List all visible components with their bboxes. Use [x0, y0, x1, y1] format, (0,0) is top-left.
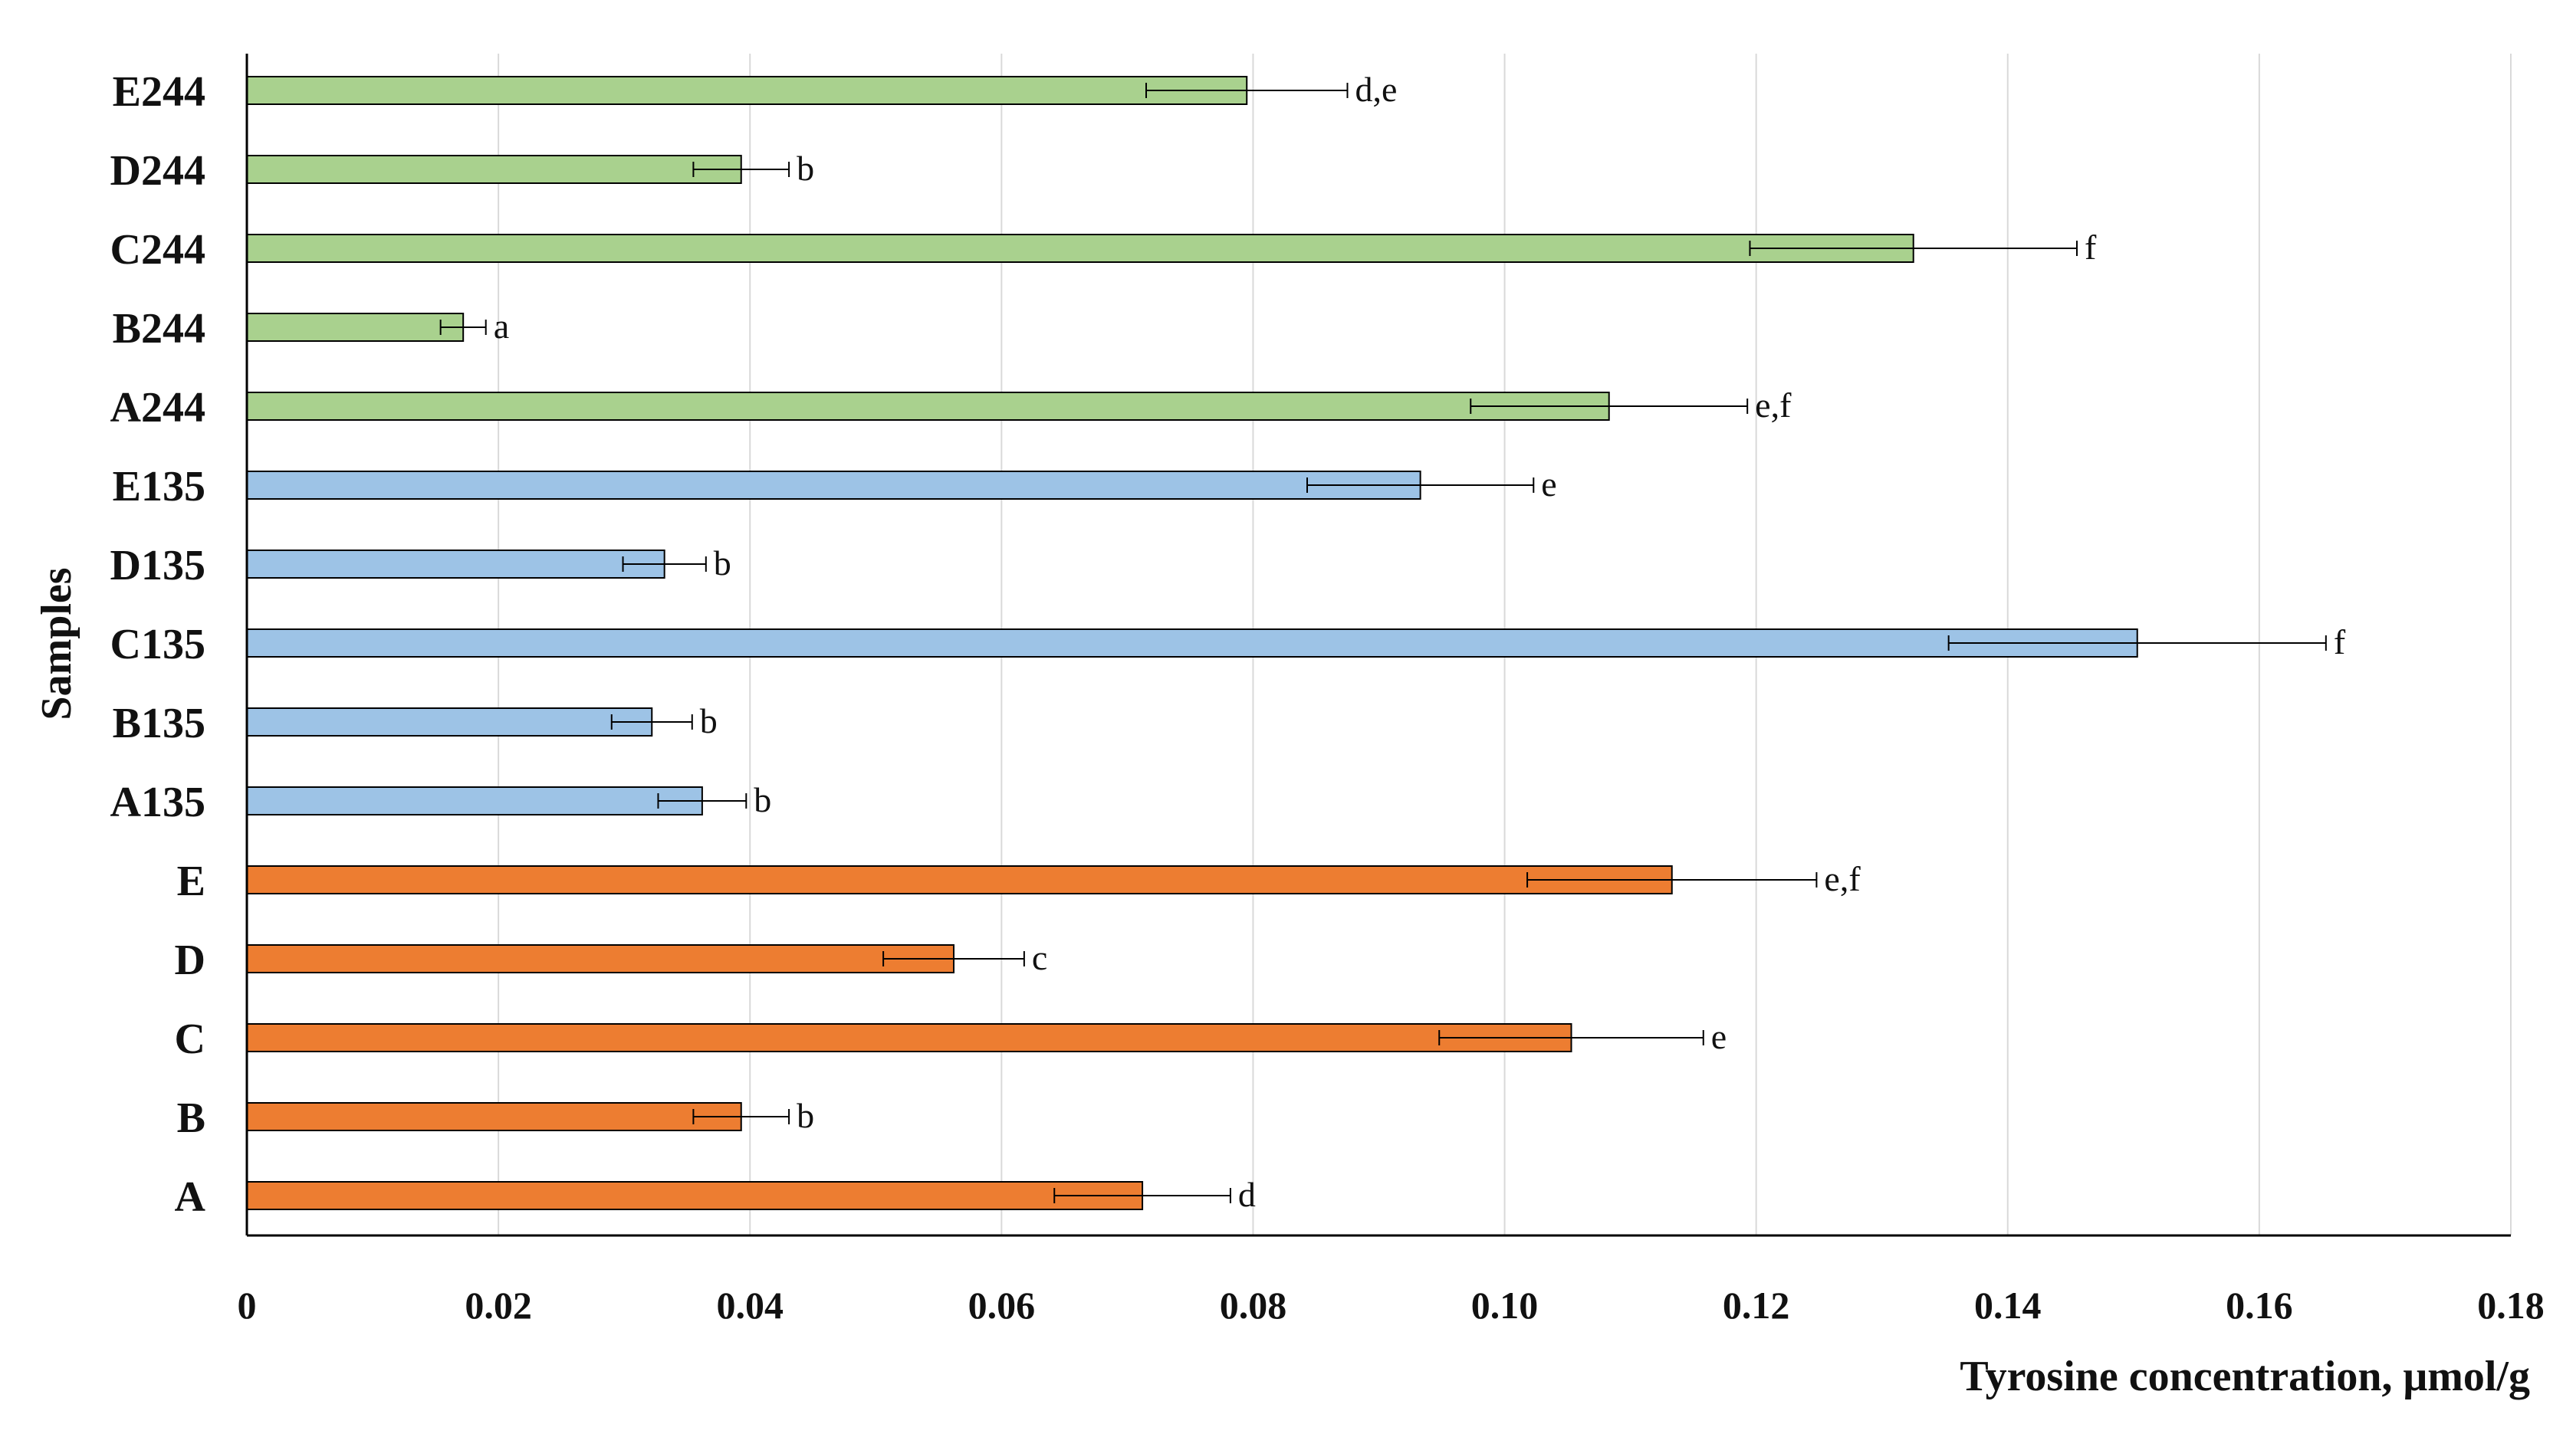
y-axis-title: Samples — [33, 567, 80, 720]
significance-label-B: b — [797, 1096, 814, 1135]
category-label-C244: C244 — [110, 226, 205, 274]
x-tick-label: 0.04 — [716, 1284, 784, 1327]
significance-label-D244: b — [797, 149, 814, 188]
bars — [246, 76, 2138, 1210]
axes — [245, 54, 2511, 1237]
x-tick-label: 0.18 — [2477, 1284, 2545, 1327]
x-axis-title: Tyrosine concentration, μmol/g — [1960, 1353, 2530, 1400]
category-label-D135: D135 — [110, 542, 205, 589]
category-label-B: B — [177, 1094, 205, 1142]
bar-B244 — [246, 313, 465, 342]
bar-C244 — [246, 234, 1914, 263]
x-tick-label: 0.08 — [1220, 1284, 1287, 1327]
x-tick-label: 0.12 — [1723, 1284, 1790, 1327]
bar-B135 — [246, 707, 653, 737]
significance-label-D: c — [1032, 938, 1047, 977]
bar-E — [246, 865, 1673, 894]
category-label-A135: A135 — [110, 779, 205, 826]
bar-D244 — [246, 155, 742, 184]
bar-C135 — [246, 628, 2138, 658]
error-bars — [439, 83, 2327, 1203]
bar-B — [246, 1102, 742, 1131]
category-label-E244: E244 — [113, 68, 205, 116]
significance-label-C244: f — [2085, 228, 2097, 267]
bar-E244 — [246, 76, 1248, 105]
labels: 0 0.02 0.04 0.06 0.08 0.10 0.12 0.14 0.16 0.18 d,e… — [110, 68, 2545, 1327]
bar-D135 — [246, 550, 665, 579]
bar-A — [246, 1181, 1144, 1210]
x-tick-label: 0 — [238, 1284, 257, 1327]
category-label-B135: B135 — [113, 700, 205, 747]
significance-label-D135: b — [714, 543, 731, 582]
category-label-D: D — [175, 937, 205, 984]
x-tick-label: 0.02 — [465, 1284, 532, 1327]
bar-D — [246, 944, 955, 973]
x-tick-label: 0.14 — [1974, 1284, 2042, 1327]
significance-label-A244: e,f — [1755, 386, 1792, 425]
x-tick-label: 0.16 — [2226, 1284, 2293, 1327]
significance-label-A: d — [1238, 1175, 1256, 1214]
bar-A135 — [246, 786, 703, 815]
significance-label-A135: b — [754, 780, 771, 819]
category-label-C135: C135 — [110, 621, 205, 668]
significance-label-B135: b — [700, 701, 718, 740]
category-label-E: E — [177, 858, 205, 905]
category-label-D244: D244 — [110, 147, 205, 195]
x-tick-label: 0.10 — [1471, 1284, 1539, 1327]
bar-C — [246, 1023, 1572, 1052]
x-tick-label: 0.06 — [968, 1284, 1036, 1327]
category-label-A: A — [175, 1173, 206, 1221]
category-label-E135: E135 — [113, 463, 205, 510]
significance-label-C: e — [1711, 1017, 1727, 1056]
category-label-C: C — [175, 1016, 205, 1063]
significance-label-B244: a — [494, 307, 509, 346]
bar-E135 — [246, 471, 1421, 500]
significance-label-E: e,f — [1824, 859, 1861, 898]
category-label-A244: A244 — [110, 384, 205, 431]
significance-label-E244: d,e — [1355, 70, 1397, 109]
significance-label-C135: f — [2334, 622, 2346, 661]
bar-A244 — [246, 392, 1610, 421]
category-label-B244: B244 — [113, 305, 205, 353]
significance-label-E135: e — [1541, 464, 1556, 504]
